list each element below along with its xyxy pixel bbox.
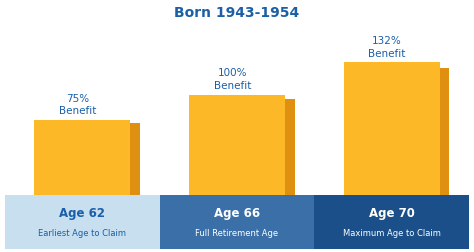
Bar [189,95,285,196]
Text: 75%
Benefit: 75% Benefit [59,93,96,116]
Text: 132%
Benefit: 132% Benefit [368,36,406,58]
Text: Age 66: Age 66 [214,207,260,220]
Text: Age 70: Age 70 [369,207,415,220]
Bar [314,196,469,249]
Text: Born 1943-1954: Born 1943-1954 [174,6,300,20]
Text: 100%
Benefit: 100% Benefit [213,68,251,91]
Bar [160,196,314,249]
Text: Age 62: Age 62 [59,207,105,220]
Text: Full Retirement Age: Full Retirement Age [195,229,279,238]
Bar [5,196,160,249]
Bar [34,120,130,196]
Bar [285,99,295,196]
Text: Maximum Age to Claim: Maximum Age to Claim [343,229,441,238]
Bar [440,68,449,196]
Bar [130,123,140,196]
Text: Earliest Age to Claim: Earliest Age to Claim [38,229,126,238]
Bar [344,62,440,196]
